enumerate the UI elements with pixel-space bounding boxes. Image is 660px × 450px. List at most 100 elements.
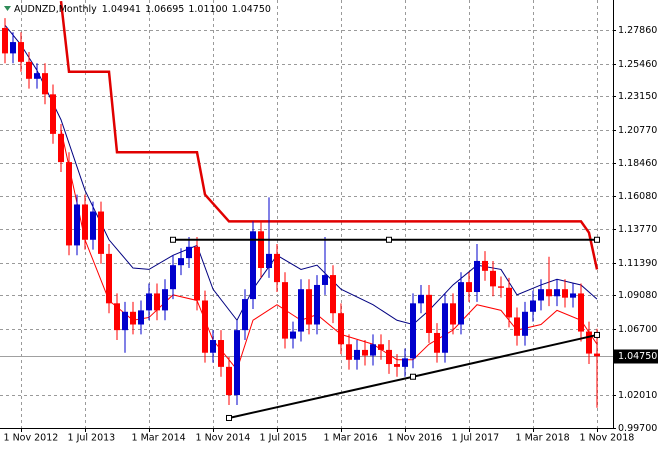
y-tick-label: 1.20770 (618, 125, 657, 136)
candle-body (178, 258, 184, 266)
x-tick-label: 1 Mar 2018 (516, 433, 570, 444)
trendline-anchor (226, 414, 232, 421)
candle-body (482, 260, 488, 271)
candle-body (242, 299, 248, 331)
candle-body (298, 289, 304, 332)
candle-body (426, 294, 432, 333)
candle-body (282, 282, 288, 339)
trendline-anchor (386, 236, 392, 243)
current-price-label: 1.04750 (618, 351, 657, 362)
candle-body (250, 231, 256, 300)
candle-body (194, 246, 200, 301)
candle-body (346, 344, 352, 360)
candle-body (122, 311, 128, 331)
candle-body (394, 364, 400, 367)
candle-body (146, 293, 152, 311)
candle-body (202, 300, 208, 353)
close-label: 1.04750 (232, 4, 271, 15)
x-tick-label: 1 Mar 2014 (132, 433, 186, 444)
candle-body (274, 253, 280, 283)
indicator-line (59, 0, 599, 270)
x-tick-label: 1 Nov 2018 (580, 433, 635, 444)
y-tick-label: 1.02010 (618, 390, 657, 401)
candle-body (474, 260, 480, 293)
symbol: AUDNZD,Monthly (14, 4, 97, 15)
y-tick-label: 1.16080 (618, 191, 657, 202)
candle-body (226, 366, 232, 396)
candle-body (554, 289, 560, 297)
candle-body (26, 61, 32, 79)
candle-body (546, 289, 552, 297)
candle-body (418, 294, 424, 304)
candle-body (466, 282, 472, 293)
candle-body (130, 311, 136, 325)
candle-body (498, 286, 504, 288)
candle-body (266, 253, 272, 269)
candle-body (410, 303, 416, 359)
chart-header: AUDNZD,Monthly 1.04941 1.06695 1.01100 1.047… (14, 4, 271, 15)
candle-body (570, 293, 576, 298)
candle-body (514, 317, 520, 336)
candle-body (530, 300, 536, 312)
y-tick-label: 1.18460 (618, 158, 657, 169)
y-tick-label: 1.13770 (618, 224, 657, 235)
candle-body (58, 133, 64, 163)
candle-body (578, 293, 584, 332)
candle-body (386, 349, 392, 365)
x-tick-label: 1 Nov 2012 (4, 433, 59, 444)
candle-body (138, 310, 144, 325)
candle-body (338, 313, 344, 345)
y-tick-label: 1.06700 (618, 324, 657, 335)
open-label: 1.04941 (102, 4, 141, 15)
candle-body (314, 284, 320, 325)
candle-body (458, 282, 464, 325)
x-tick-label: 1 Jul 2017 (452, 433, 500, 444)
plot-area (0, 0, 613, 421)
candle-body (490, 270, 496, 287)
candle-body (42, 73, 48, 95)
candle-body (66, 162, 72, 246)
candle-body (10, 42, 16, 54)
candle-body (74, 204, 80, 246)
candle-body (378, 344, 384, 350)
y-tick-label: 1.23150 (618, 91, 657, 102)
candle-body (562, 289, 568, 298)
candle-body (402, 358, 408, 367)
candle-body (258, 231, 264, 269)
trendline-anchor (594, 236, 600, 243)
candle-body (154, 293, 160, 311)
candle-body (210, 340, 216, 353)
candle-body (322, 275, 328, 285)
candle-body (306, 289, 312, 325)
x-tick-label: 1 Jul 2013 (68, 433, 116, 444)
candle-body (82, 204, 88, 240)
candle-body (354, 349, 360, 360)
candle-body (90, 211, 96, 240)
x-tick-label: 1 Nov 2014 (196, 433, 251, 444)
candle-body (362, 349, 368, 356)
candle-body (586, 331, 592, 354)
x-tick-label: 1 Mar 2016 (324, 433, 378, 444)
candle-body (114, 303, 120, 331)
y-tick-label: 1.09080 (618, 290, 657, 301)
y-tick-label: 1.11390 (618, 258, 657, 269)
candle-body (330, 275, 336, 314)
candle-body (218, 340, 224, 367)
candle-body (2, 27, 8, 54)
candle-body (170, 265, 176, 290)
y-tick-label: 0.99700 (618, 423, 657, 434)
candle-body (370, 344, 376, 356)
candle-body (290, 331, 296, 339)
candle-body (538, 289, 544, 301)
y-tick-label: 1.25460 (618, 59, 657, 70)
candle-body (434, 332, 440, 353)
candle-body (98, 211, 104, 254)
candle-body (34, 73, 40, 79)
x-tick-label: 1 Jul 2015 (260, 433, 308, 444)
x-tick-label: 1 Nov 2016 (388, 433, 443, 444)
current-price-box (614, 349, 658, 364)
candle-body (186, 246, 192, 259)
y-tick-label: 1.27860 (618, 25, 657, 36)
trendline-anchor (410, 373, 416, 380)
